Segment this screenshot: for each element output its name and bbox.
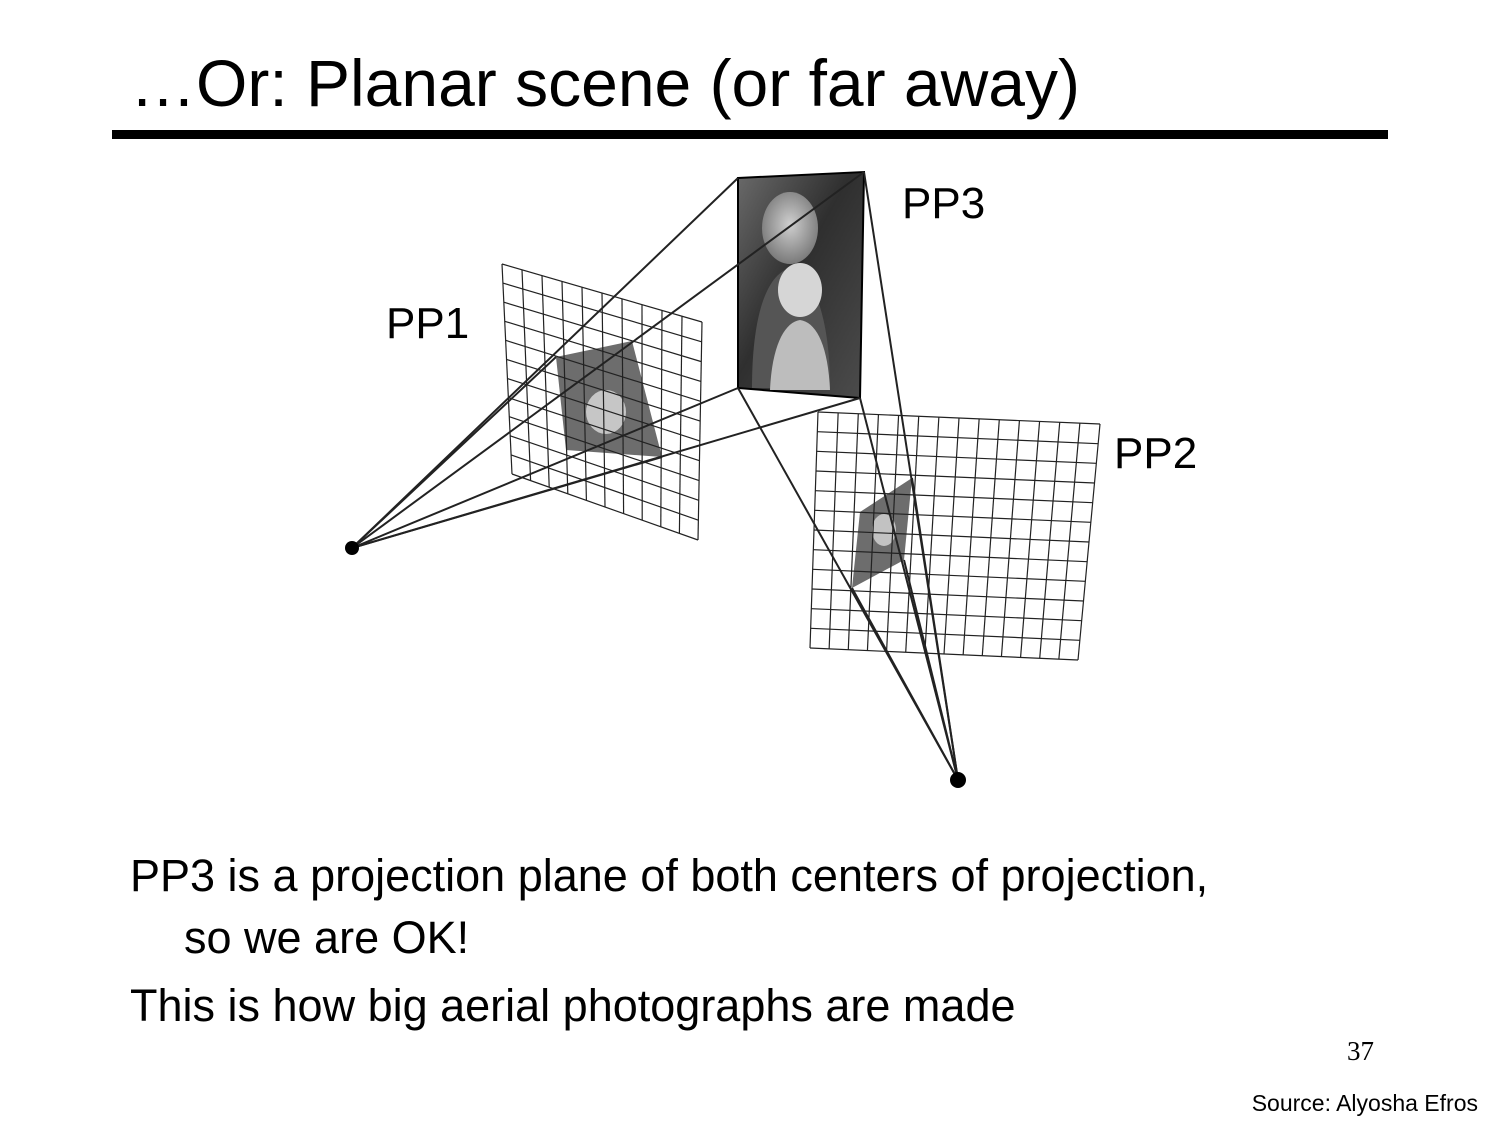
slide-number: 37 xyxy=(1347,1036,1374,1066)
pp2-grid-row-line xyxy=(811,588,1084,602)
pp1-grid-col-line xyxy=(501,263,513,475)
bullet-1-continuation: so we are OK! xyxy=(184,912,470,963)
pp1-grid-row-line xyxy=(503,301,702,363)
pp3-photo-person-small-body xyxy=(770,320,830,390)
pp2-grid-row-line xyxy=(814,509,1091,523)
pp1-plane xyxy=(501,263,703,541)
pp1-grid-row-line xyxy=(508,397,700,462)
pp3-photo-person-tall-head xyxy=(762,192,818,264)
pp1-grid-col-line xyxy=(678,316,683,534)
pp2-grid-row-line xyxy=(810,627,1080,641)
pp2-label: PP2 xyxy=(1114,429,1197,478)
rays-center-1 xyxy=(351,171,865,549)
source-credit: Source: Alyosha Efros xyxy=(1251,1090,1478,1116)
center-of-projection-2 xyxy=(950,772,966,788)
rays-center-2 xyxy=(737,171,959,781)
pp2-grid-row-line xyxy=(812,568,1086,582)
pp3-label: PP3 xyxy=(902,179,985,228)
bullet-2: This is how big aerial photographs are m… xyxy=(130,980,1016,1031)
title-divider xyxy=(112,130,1388,139)
pp2-projected-face xyxy=(872,514,896,546)
pp1-grid-row-line xyxy=(509,435,699,501)
pp1-grid-row-line xyxy=(502,282,702,343)
pp1-grid-row-line xyxy=(505,339,701,402)
pp2-plane xyxy=(809,411,1101,661)
pp1-grid-col-line xyxy=(541,275,550,488)
pp1-grid-col-line xyxy=(697,321,703,541)
pp1-grid-row-line xyxy=(511,473,699,541)
pp1-grid-row-line xyxy=(501,263,703,323)
pp2-grid-row-line xyxy=(817,431,1099,445)
pp1-grid-row-line xyxy=(507,377,701,442)
pp1-projected-face xyxy=(586,390,626,434)
pp2-grid-row-line xyxy=(813,529,1090,543)
pp3-photo-person-small-head xyxy=(778,263,822,317)
pp1-grid-col-line xyxy=(601,292,606,508)
pp1-grid-col-line xyxy=(581,287,587,501)
pp2-grid-row-line xyxy=(813,549,1088,563)
pp2-grid-row-line xyxy=(811,608,1082,622)
pp3-plane xyxy=(737,170,866,400)
pp1-grid-col-line xyxy=(521,269,532,481)
pp2-grid-row-line xyxy=(809,647,1079,661)
pp1-grid-row-line xyxy=(510,454,699,521)
pp1-grid-row-line xyxy=(504,320,702,383)
center-of-projection-1 xyxy=(345,541,359,555)
pp2-grid xyxy=(809,411,1101,661)
pp1-grid-col-line xyxy=(660,310,663,527)
bullet-1: PP3 is a projection plane of both center… xyxy=(130,850,1209,901)
slide-title: …Or: Planar scene (or far away) xyxy=(130,46,1080,120)
pp2-grid-row-line xyxy=(815,470,1095,484)
pp2-grid-row-line xyxy=(816,450,1097,464)
pp1-label: PP1 xyxy=(386,299,469,348)
pp1-grid-col-line xyxy=(621,298,625,514)
pp1-grid-row-line xyxy=(509,416,700,482)
pp2-grid-row-line xyxy=(815,490,1093,504)
pp1-grid xyxy=(501,263,703,541)
